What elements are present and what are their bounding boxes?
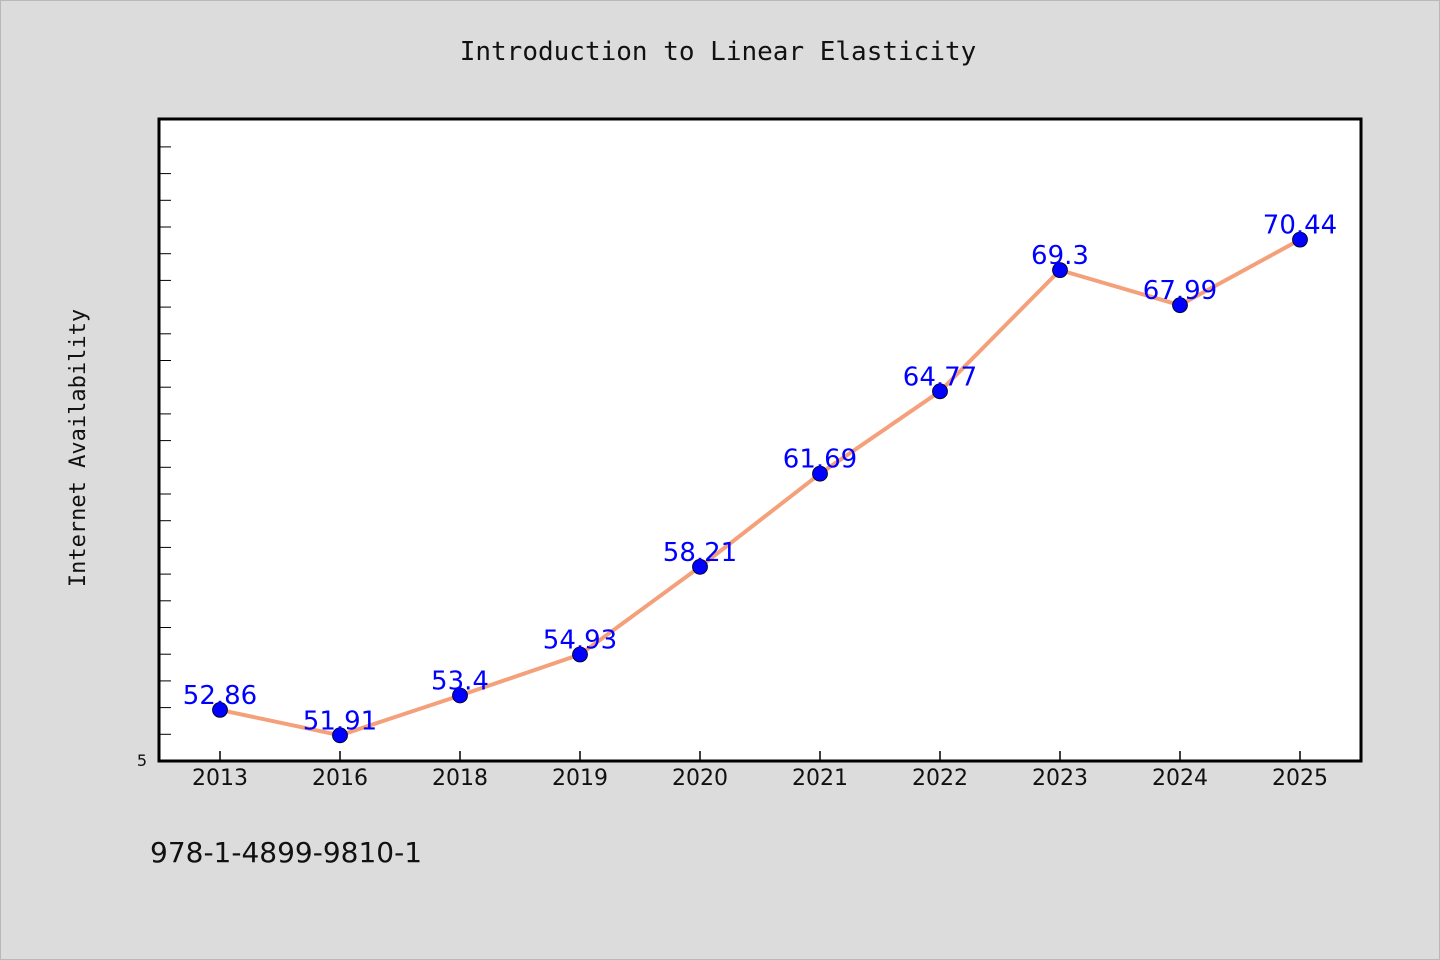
data-point [572, 646, 588, 663]
x-tick-label: 2022 [912, 766, 968, 791]
x-tick-label: 2016 [312, 766, 368, 791]
data-point [932, 383, 948, 400]
x-tick-label: 2023 [1032, 766, 1088, 791]
data-label: 58.21 [663, 538, 737, 568]
x-tick-label: 2013 [192, 766, 248, 791]
data-label: 61.69 [783, 445, 857, 475]
data-label: 54.93 [543, 626, 617, 656]
x-tick-label: 2021 [792, 766, 848, 791]
data-label: 70.44 [1263, 211, 1337, 241]
series-line [219, 237, 1301, 738]
plot-area [157, 117, 1363, 763]
data-point [1052, 262, 1068, 279]
series-line-group [219, 237, 1301, 738]
data-labels: 52.86 51.91 53.4 54.93 58.21 61.69 64.77 69.3 67… [183, 211, 1337, 737]
data-point [1172, 297, 1188, 314]
data-label: 53.4 [431, 666, 489, 696]
x-tick-label: 2018 [432, 766, 488, 791]
data-point [692, 558, 708, 575]
chart-title: Introduction to Linear Elasticity [460, 37, 977, 67]
data-label: 52.86 [183, 681, 257, 711]
x-axis-ticks: 2013 2016 2018 2019 2020 2021 2022 2023 2024 2025 [192, 751, 1328, 791]
data-point [332, 727, 348, 744]
data-label: 69.3 [1031, 241, 1089, 271]
y-tick-label: 5 [137, 751, 147, 770]
data-label: 67.99 [1143, 276, 1217, 306]
data-markers [212, 231, 1308, 744]
data-label: 51.91 [303, 706, 377, 736]
isbn-footer: 978-1-4899-9810-1 [150, 836, 422, 869]
data-point [452, 687, 468, 704]
data-point [212, 702, 228, 718]
y-axis-label: Internet Availability [66, 309, 91, 587]
x-tick-label: 2025 [1272, 766, 1328, 791]
data-point [1292, 231, 1308, 248]
x-tick-label: 2020 [672, 766, 728, 791]
data-point [812, 465, 828, 482]
x-tick-label: 2024 [1152, 766, 1208, 791]
y-axis-ticks: 5 [137, 146, 171, 770]
data-label: 64.77 [903, 362, 977, 392]
x-tick-label: 2019 [552, 766, 608, 791]
